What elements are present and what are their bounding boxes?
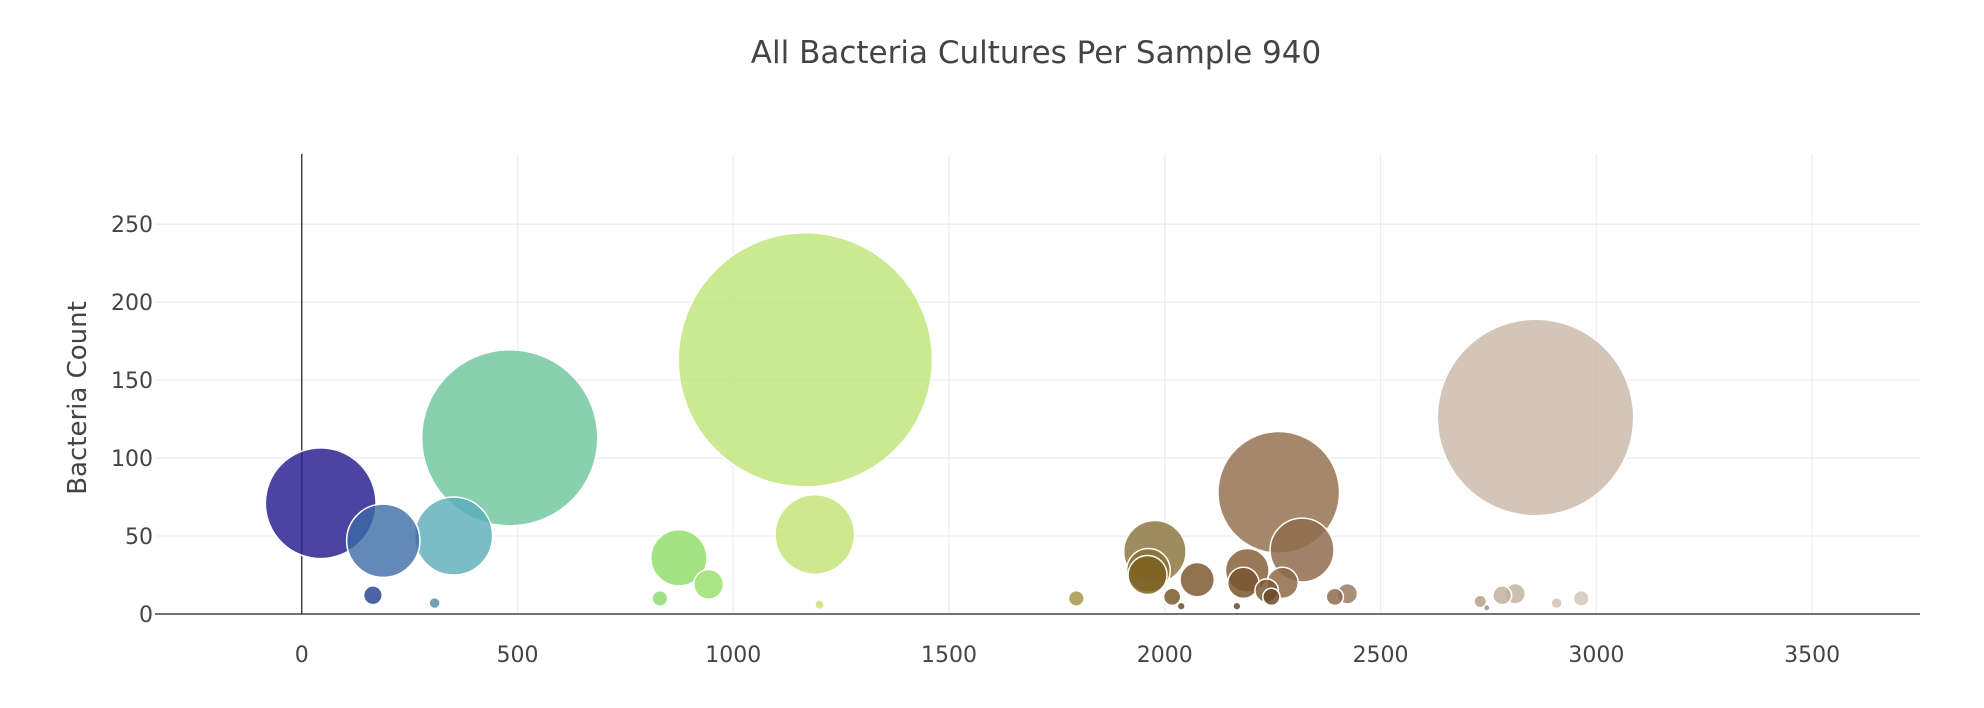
bubble-point[interactable] (814, 599, 826, 611)
bubble-point[interactable] (1482, 603, 1491, 612)
bubble-point[interactable] (1162, 587, 1182, 607)
bubble-point[interactable] (413, 496, 494, 576)
bubble-point[interactable] (1176, 601, 1186, 611)
bubble-point[interactable] (1269, 517, 1335, 583)
bubble-point[interactable] (1550, 596, 1563, 610)
y-tick-label: 100 (111, 447, 153, 472)
bubble-point[interactable] (651, 589, 669, 607)
x-tick-label: 500 (496, 643, 538, 668)
bubble-point[interactable] (650, 529, 708, 587)
bubbles (264, 231, 1635, 612)
y-tick-label: 0 (139, 603, 153, 628)
bubble-point[interactable] (428, 596, 441, 610)
bubble-point[interactable] (1436, 318, 1635, 517)
y-tick-label: 250 (111, 213, 153, 238)
bubble-point[interactable] (677, 231, 934, 488)
bubble-point[interactable] (345, 503, 421, 579)
x-tick-label: 2500 (1353, 643, 1409, 668)
bubble-point[interactable] (420, 348, 599, 527)
bubble-point[interactable] (1262, 587, 1281, 607)
y-tick-label: 150 (111, 369, 153, 394)
x-tick-label: 0 (295, 643, 309, 668)
x-tick-label: 3000 (1568, 643, 1624, 668)
bubble-point[interactable] (1325, 587, 1345, 607)
y-axis-label: Bacteria Count (63, 301, 93, 495)
bubble-point[interactable] (1179, 561, 1216, 598)
bubble-point[interactable] (362, 585, 384, 606)
x-tick-label: 1500 (921, 643, 977, 668)
bubble-point[interactable] (1572, 589, 1590, 607)
x-tick-label: 1000 (705, 643, 761, 668)
bubble-point[interactable] (774, 493, 856, 575)
chart-title: All Bacteria Cultures Per Sample 940 (751, 35, 1321, 71)
bubble-point[interactable] (1067, 589, 1085, 607)
bubble-point[interactable] (1227, 566, 1260, 600)
bubble-point[interactable] (1492, 585, 1513, 606)
bubble-point[interactable] (1232, 601, 1242, 611)
y-tick-label: 200 (111, 291, 153, 316)
bubble-point[interactable] (1473, 594, 1488, 609)
bubble-point[interactable] (1127, 554, 1168, 596)
x-tick-label: 3500 (1784, 643, 1840, 668)
y-tick-label: 50 (125, 525, 153, 550)
tick-labels: 0 500 1000 1500 2000 2500 3000 3500 0 50 100 150 200… (111, 213, 1840, 668)
x-tick-label: 2000 (1137, 643, 1193, 668)
bubble-point[interactable] (693, 568, 725, 600)
